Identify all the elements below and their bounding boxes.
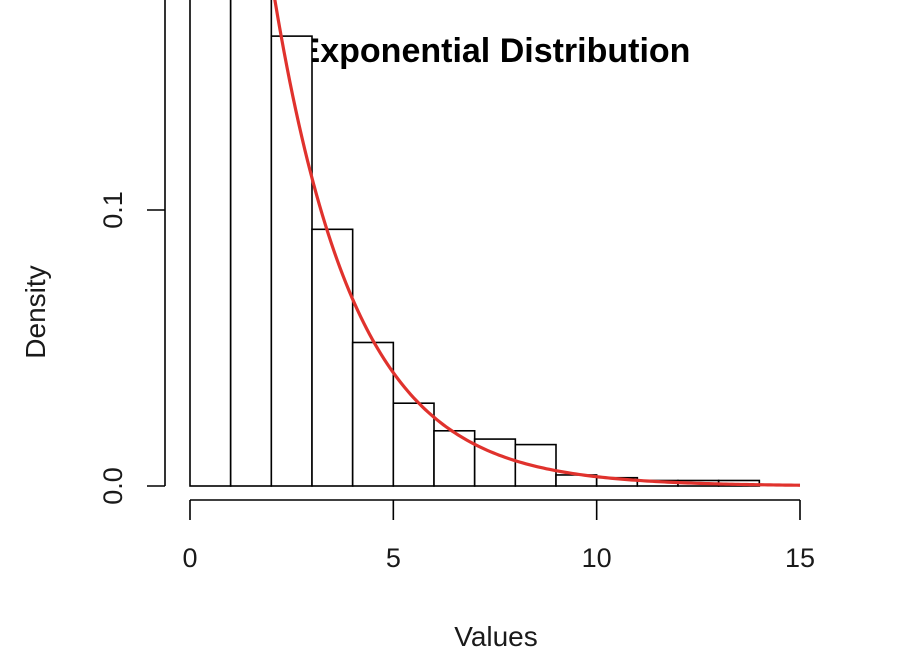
- histogram-bar: [311, 228, 354, 487]
- y-tick-label: 0.1: [98, 191, 128, 229]
- histogram-bar: [229, 0, 273, 487]
- x-tick-label: 0: [182, 543, 197, 573]
- histogram-bars: [189, 0, 761, 487]
- x-tick-label: 5: [386, 543, 401, 573]
- y-axis: 0.00.10.20.3: [98, 0, 166, 505]
- x-axis: 0 5 10 15: [182, 499, 815, 573]
- y-tick-label: 0.0: [98, 467, 128, 505]
- histogram-bar: [270, 35, 313, 487]
- histogram-bar: [189, 0, 232, 487]
- histogram-bar: [433, 429, 476, 487]
- histogram-bar: [351, 341, 395, 487]
- density-curve: [273, 0, 801, 487]
- chart-title: Exponential Distribution: [298, 32, 691, 70]
- y-axis-label: Density: [20, 265, 51, 358]
- x-axis-label: Values: [454, 621, 538, 652]
- x-tick-label: 15: [785, 543, 815, 573]
- x-tick-label: 10: [582, 543, 612, 573]
- histogram-bar: [392, 402, 435, 487]
